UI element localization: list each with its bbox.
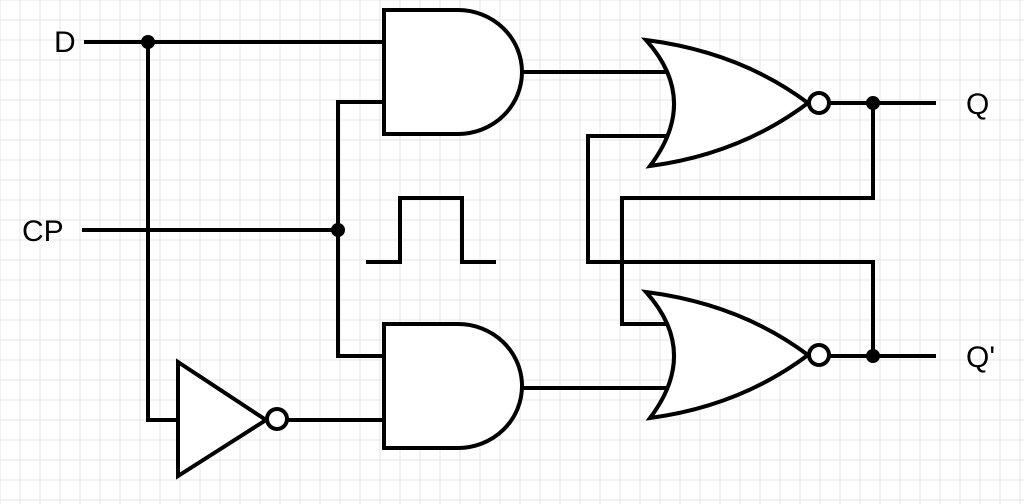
- wires: [82, 40, 936, 422]
- nor-gate-lower: [640, 289, 812, 421]
- nor-gate-upper: [640, 37, 812, 169]
- wire-q-feedback: [620, 103, 875, 326]
- not-gate-bubble: [265, 407, 289, 431]
- junction-dot-q: [866, 96, 880, 110]
- junction-dot-d: [141, 35, 155, 49]
- label-d: D: [54, 26, 76, 59]
- junction-dot-cp: [331, 223, 345, 237]
- junction-dot-qbar: [866, 349, 880, 363]
- and-gate-lower: [382, 322, 524, 450]
- label-cp: CP: [22, 215, 64, 248]
- not-gate: [176, 358, 270, 480]
- wire-cp-to-and-bottom: [336, 230, 384, 358]
- wire-cp-to-and-top: [336, 100, 384, 230]
- wire-d-to-not: [146, 42, 178, 422]
- label-q-bar: Q': [966, 341, 995, 374]
- label-q: Q: [966, 88, 989, 121]
- nor-gate-lower-bubble: [807, 343, 831, 367]
- nor-gate-upper-bubble: [807, 91, 831, 115]
- and-gate-upper: [382, 8, 524, 136]
- clock-pulse-symbol: [366, 196, 496, 264]
- wire-qbar-feedback: [586, 134, 875, 356]
